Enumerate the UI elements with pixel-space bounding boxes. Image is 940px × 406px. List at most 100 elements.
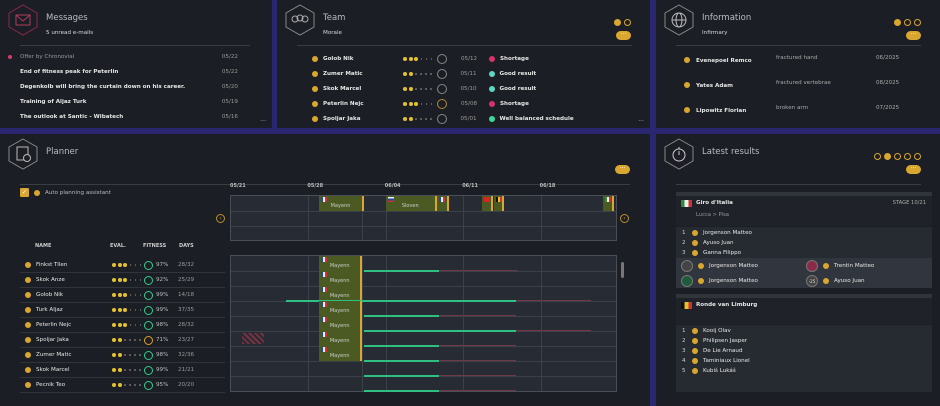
team-morale-row[interactable]: Golob Nik 05/12 Shortage [312, 54, 529, 64]
team-morale-row[interactable]: Skok Marcel 05/10 Good result [312, 84, 536, 94]
race-block[interactable]: Mayenn [319, 346, 363, 361]
page-dot[interactable] [874, 153, 881, 160]
team-panel: Team Morale ··· Golob Nik 05/12 Shortage Zu… [277, 0, 650, 128]
col-eval[interactable]: EVAL. [110, 243, 126, 249]
race-block[interactable]: Mayenn [319, 316, 363, 331]
prev-button[interactable]: ‹ [216, 214, 225, 223]
result-row[interactable]: 2 Philipsen Jasper [682, 338, 747, 344]
page-dot[interactable] [914, 19, 921, 26]
rider-row[interactable]: Peterlin Nejc 98% 28/32 [20, 318, 225, 333]
page-dot[interactable] [884, 153, 891, 160]
rider-name: Ganna Filippo [703, 250, 742, 256]
race-label: Mayenn [329, 338, 350, 344]
rider-icon [684, 82, 690, 88]
rider-icon [25, 262, 31, 268]
jersey-holder[interactable]: -25 Ayuso Juan [806, 275, 865, 287]
rider-name: Spoljar Jaka [36, 337, 69, 343]
race-label: Mayenn [329, 263, 350, 269]
race-block[interactable] [481, 196, 494, 211]
fitness-value: 71% [156, 337, 169, 343]
fitness-peak-line [363, 315, 439, 317]
more-button[interactable]: ··· [616, 31, 631, 40]
jersey-holder[interactable]: Trentin Matteo [806, 260, 874, 272]
rider-name: Ayuso Juan [834, 278, 865, 284]
team-morale-row[interactable]: Zumer Matic 05/11 Good result [312, 69, 536, 79]
scrollbar[interactable] [621, 262, 624, 278]
message-item[interactable]: End of fitness peak for Peterlin 05/22 [8, 69, 238, 75]
more-button[interactable]: ··· [615, 165, 630, 174]
message-item[interactable]: Offer by Chronovial 05/22 [8, 54, 238, 60]
next-button[interactable]: › [620, 214, 629, 223]
jersey-holder[interactable]: Jorgenson Matteo [681, 275, 758, 287]
race-block[interactable]: Mayenn [319, 331, 363, 346]
page-dot[interactable] [624, 19, 631, 26]
rider-schedule[interactable]: Mayenn Mayenn Mayenn Mayenn Mayenn Mayenn Maye… [230, 255, 617, 392]
race-calendar[interactable]: Mayenn Sloven [230, 195, 617, 241]
page-dot[interactable] [614, 19, 621, 26]
race-card-limburg[interactable]: Ronde van Limburg [676, 298, 932, 324]
rider-row[interactable]: Skok Anze 92% 25/29 [20, 273, 225, 288]
injury-row[interactable]: Yates Adam fractured vertebrae 08/2025 [684, 80, 899, 89]
rider-name: Trentin Matteo [834, 263, 875, 269]
page-dot[interactable] [894, 19, 901, 26]
rider-row[interactable]: Golob Nik 99% 14/18 [20, 288, 225, 303]
injury-row[interactable]: Lipowitz Florian broken arm 07/2025 [684, 105, 899, 114]
race-block[interactable] [436, 196, 449, 211]
rider-icon [698, 263, 704, 269]
race-label: Mayenn [329, 323, 350, 329]
more-icon[interactable]: ··· [638, 118, 644, 125]
fr-flag-icon [321, 287, 328, 292]
col-days[interactable]: DAYS [179, 243, 194, 249]
col-name[interactable]: NAME [35, 243, 52, 249]
race-days: 37/35 [178, 307, 195, 313]
race-days: 32/36 [178, 352, 195, 358]
page-dot[interactable] [904, 153, 911, 160]
page-dot[interactable] [904, 19, 911, 26]
envelope-icon [8, 4, 38, 36]
injury-row[interactable]: Evenepoel Remco fractured hand 06/2025 [684, 55, 899, 64]
message-item[interactable]: The outlook at Santic - Wibatech 05/16 [8, 114, 238, 120]
result-row[interactable]: 1 Jorgenson Matteo [682, 230, 752, 236]
auto-planning-checkbox[interactable]: ✓ [20, 188, 29, 197]
fitness-ring-icon [144, 335, 153, 345]
more-icon[interactable]: ··· [260, 118, 266, 125]
rider-icon [823, 278, 829, 284]
rider-row[interactable]: Finkst Tilen 97% 28/32 [20, 258, 225, 273]
more-button[interactable]: ··· [906, 165, 921, 174]
page-dot[interactable] [894, 153, 901, 160]
rider-row[interactable]: Turk Aljaz 99% 37/35 [20, 303, 225, 318]
result-row[interactable]: 1 Kooij Olav [682, 328, 731, 334]
result-row[interactable]: 3 De Lie Arnaud [682, 348, 743, 354]
fatigue-line [438, 360, 517, 361]
race-card-giro[interactable]: Giro d'Italia STAGE 10/21 Lucca > Pisa [676, 196, 932, 226]
race-block[interactable] [494, 196, 505, 211]
team-morale-row[interactable]: Peterlin Nejc 05/08 Shortage [312, 99, 529, 109]
rider-row[interactable]: Spoljar Jaka 71% 23/27 [20, 333, 225, 348]
race-block[interactable]: Sloven [385, 196, 437, 211]
message-item[interactable]: Degenkolb will bring the curtain down on… [8, 84, 238, 90]
race-block[interactable]: Mayenn [319, 256, 363, 271]
result-row[interactable]: 5 Kubiš Lukáš [682, 368, 736, 374]
rider-row[interactable]: Zumer Matic 98% 32/36 [20, 348, 225, 363]
more-button[interactable]: ··· [906, 31, 921, 40]
team-morale-row[interactable]: Spoljar Jaka 05/01 Well balanced schedule [312, 114, 574, 124]
rider-icon [692, 348, 698, 354]
rider-name: Jorgenson Matteo [709, 278, 758, 284]
message-item[interactable]: Training of Aljaz Turk 05/19 [8, 99, 238, 105]
race-block[interactable] [602, 196, 614, 211]
rider-row[interactable]: Pecnik Teo 95% 20/20 [20, 378, 225, 393]
fitness-ring-icon [144, 350, 153, 360]
col-fitness[interactable]: FITNESS [143, 243, 167, 249]
race-block[interactable]: Mayenn [319, 271, 363, 286]
rider-row[interactable]: Skok Marcel 99% 21/21 [20, 363, 225, 378]
rank: 3 [682, 348, 686, 354]
race-block[interactable]: Mayenn [319, 286, 363, 301]
race-block[interactable]: Mayenn [319, 196, 364, 211]
result-row[interactable]: 4 Taminiaux Lionel [682, 358, 750, 364]
race-block[interactable]: Mayenn [319, 301, 363, 316]
page-dot[interactable] [914, 153, 921, 160]
result-row[interactable]: 3 Ganna Filippo [682, 250, 741, 256]
jersey-holder[interactable]: Jorgenson Matteo [681, 260, 758, 272]
rider-icon [25, 322, 31, 328]
result-row[interactable]: 2 Ayuso Juan [682, 240, 734, 246]
